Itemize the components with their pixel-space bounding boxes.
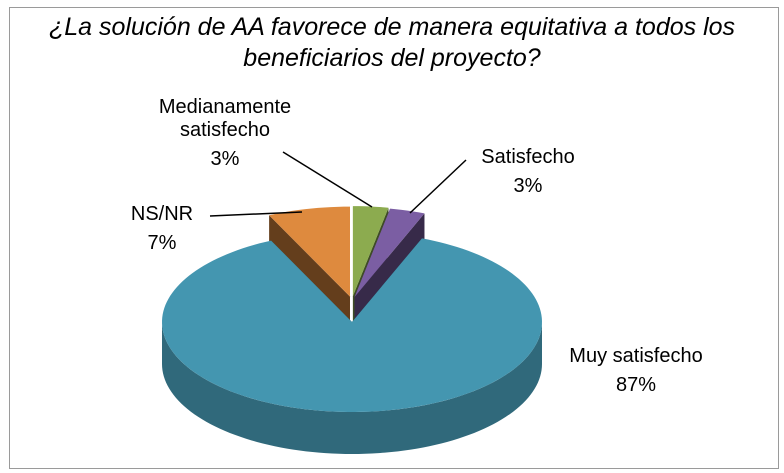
category-label: Medianamente satisfecho (158, 96, 292, 141)
leader-line (282, 151, 373, 208)
chart-frame (9, 7, 779, 469)
value-label: 87% (615, 374, 657, 396)
category-label: Satisfecho (481, 146, 575, 168)
slice-top (354, 208, 425, 298)
value-label: 3% (210, 148, 240, 170)
slice-top (352, 206, 389, 297)
leader-line (209, 211, 303, 217)
value-label: 7% (147, 232, 177, 254)
leader-line (409, 159, 467, 214)
slice-top (162, 238, 542, 412)
category-label: NS/NR (130, 203, 194, 225)
chart-title: ¿La solución de AA favorece de manera eq… (48, 13, 736, 72)
slice-top (269, 206, 351, 297)
slice-side (162, 322, 542, 454)
category-label: Muy satisfecho (569, 345, 703, 367)
value-label: 3% (513, 175, 543, 197)
